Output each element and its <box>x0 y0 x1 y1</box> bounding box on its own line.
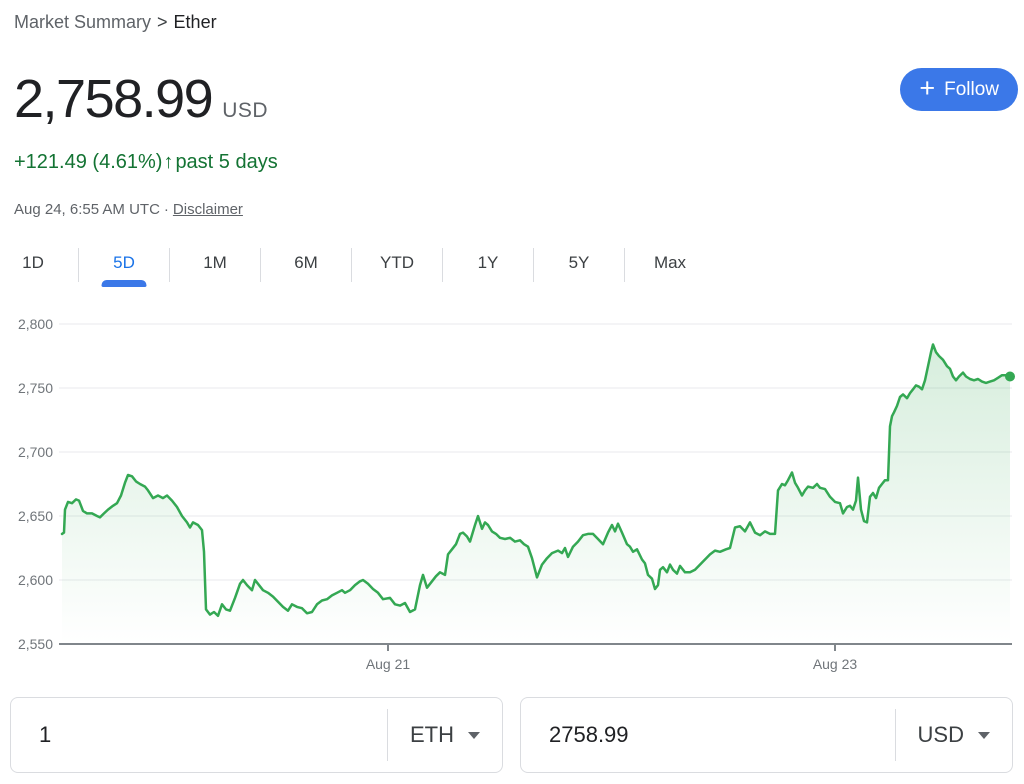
y-tick-label: 2,800 <box>18 316 53 332</box>
meta-dot: · <box>163 201 169 218</box>
price-area <box>62 344 1010 644</box>
change-value: +121.49 (4.61%) <box>14 151 163 173</box>
breadcrumb-separator: > <box>157 12 168 32</box>
tab-separator <box>260 248 261 282</box>
endpoint-dot <box>1005 371 1015 382</box>
currency-to-select[interactable]: USD <box>896 698 1012 772</box>
breadcrumb-market-summary[interactable]: Market Summary <box>14 12 152 32</box>
amount-from-input[interactable] <box>11 721 387 749</box>
follow-button[interactable]: + Follow <box>900 68 1018 111</box>
tab-1m[interactable]: 1M <box>203 253 227 272</box>
y-tick-label: 2,600 <box>18 572 53 588</box>
dropdown-arrow-icon <box>978 731 990 739</box>
amount-to-input[interactable] <box>521 721 895 749</box>
converter-to-box: USD <box>520 697 1013 773</box>
price-line <box>60 343 1012 618</box>
y-tick-label: 2,700 <box>18 444 53 460</box>
y-tick-label: 2,750 <box>18 380 53 396</box>
timestamp-row: Aug 24, 6:55 AM UTC · Disclaimer <box>14 201 243 218</box>
tab-5d[interactable]: 5D <box>79 243 169 287</box>
tab-5y[interactable]: 5Y <box>568 253 590 272</box>
price-value: 2,758.99 <box>14 69 214 129</box>
active-tab-indicator <box>101 280 147 287</box>
price-currency: USD <box>222 99 269 122</box>
tab-ytd[interactable]: YTD <box>380 253 414 272</box>
currency-from-select[interactable]: ETH <box>388 698 502 772</box>
currency-to-label: USD <box>917 722 964 747</box>
tab-separator <box>533 248 534 282</box>
plus-icon: + <box>919 73 936 103</box>
disclaimer-link[interactable]: Disclaimer <box>172 201 243 218</box>
tab-1y[interactable]: 1Y <box>477 253 499 272</box>
breadcrumb-asset: Ether <box>173 12 217 32</box>
currency-from-label: ETH <box>410 722 454 747</box>
price-chart[interactable]: 2,800 2,750 2,700 2,650 2,600 2,550 Aug 21 Aug … <box>0 300 1024 685</box>
converter-from-box: ETH <box>10 697 503 773</box>
x-tick-label: Aug 21 <box>366 656 411 672</box>
converter-divider <box>387 709 388 761</box>
tab-separator <box>624 248 625 282</box>
follow-button-label: Follow <box>944 78 999 100</box>
y-tick-label: 2,650 <box>18 508 53 524</box>
tab-separator <box>442 248 443 282</box>
tab-1d[interactable]: 1D <box>22 253 44 272</box>
currency-converter: ETH USD <box>10 697 1013 773</box>
dropdown-arrow-icon <box>468 731 480 739</box>
breadcrumb: Market Summary > Ether <box>14 12 217 33</box>
tab-6m[interactable]: 6M <box>294 253 318 272</box>
y-tick-label: 2,550 <box>18 636 53 652</box>
arrow-up-icon: ↑ <box>163 151 174 173</box>
price-row: 2,758.99 USD <box>14 68 268 130</box>
price-change: +121.49 (4.61%)↑ past 5 days <box>14 151 278 174</box>
tab-separator <box>78 248 79 282</box>
tab-max[interactable]: Max <box>653 253 687 272</box>
time-range-tabs: 1D 5D 1M 6M YTD 1Y 5Y Max <box>0 243 715 287</box>
change-period: past 5 days <box>175 151 278 173</box>
x-tick-label: Aug 23 <box>813 656 858 672</box>
tab-separator <box>169 248 170 282</box>
converter-divider <box>894 709 896 761</box>
timestamp: Aug 24, 6:55 AM UTC <box>14 201 160 218</box>
tab-separator <box>351 248 352 282</box>
